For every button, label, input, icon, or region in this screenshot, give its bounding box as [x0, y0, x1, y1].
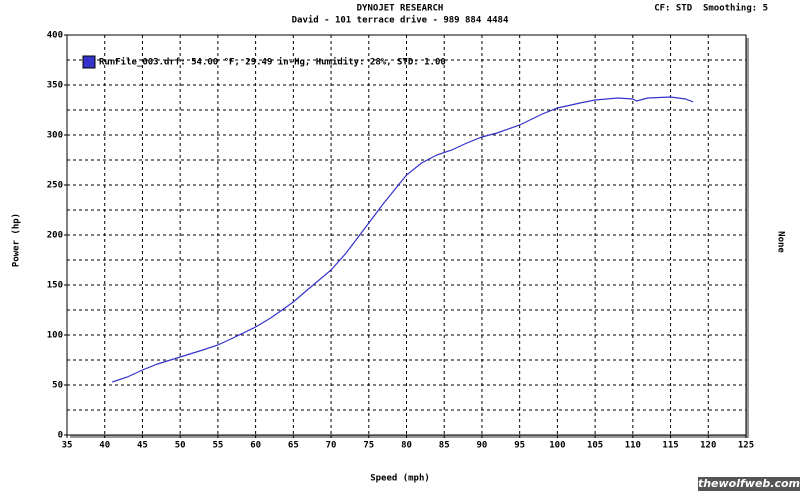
- x-tick-label: 115: [662, 441, 678, 451]
- x-tick-label: 60: [250, 441, 261, 451]
- x-tick-label: 105: [587, 441, 603, 451]
- legend-label: RunFile_003.drf: 54.00 °F, 29.49 in-Hg, …: [99, 57, 446, 68]
- x-tick-label: 80: [401, 441, 412, 451]
- x-axis-label: Speed (mph): [370, 474, 430, 484]
- x-tick-label: 110: [625, 441, 641, 451]
- y-tick-label: 100: [47, 331, 63, 341]
- watermark-bg: [698, 477, 800, 491]
- y2-axis-label: None: [776, 231, 786, 253]
- y-tick-label: 250: [47, 181, 63, 191]
- chart-subtitle: David - 101 terrace drive - 989 884 4484: [292, 15, 509, 26]
- y-tick-label: 50: [52, 381, 63, 391]
- x-tick-label: 70: [326, 441, 337, 451]
- y-tick-label: 350: [47, 81, 63, 91]
- x-tick-label: 35: [62, 441, 73, 451]
- corner-note: CF: STD Smoothing: 5: [654, 3, 768, 14]
- x-tick-label: 125: [738, 441, 754, 451]
- chart-title: DYNOJET RESEARCH: [357, 4, 444, 14]
- y-tick-label: 400: [47, 31, 63, 41]
- watermark: thewolfweb.com: [698, 477, 800, 490]
- y-tick-label: 150: [47, 281, 63, 291]
- x-tick-label: 90: [477, 441, 488, 451]
- x-tick-label: 120: [700, 441, 716, 451]
- power-line: [112, 96, 694, 383]
- y-tick-label: 0: [58, 431, 63, 441]
- x-tick-label: 45: [137, 441, 148, 451]
- x-tick-label: 95: [514, 441, 525, 451]
- x-tick-label: 85: [439, 441, 450, 451]
- x-tick-label: 55: [212, 441, 223, 451]
- y-axis-label: Power (hp): [12, 213, 22, 267]
- x-tick-label: 100: [549, 441, 565, 451]
- x-tick-label: 65: [288, 441, 299, 451]
- legend-swatch: [82, 55, 96, 69]
- x-tick-label: 40: [99, 441, 110, 451]
- y-tick-label: 300: [47, 131, 63, 141]
- x-tick-label: 50: [175, 441, 186, 451]
- y-tick-label: 200: [47, 231, 63, 241]
- x-tick-label: 75: [363, 441, 374, 451]
